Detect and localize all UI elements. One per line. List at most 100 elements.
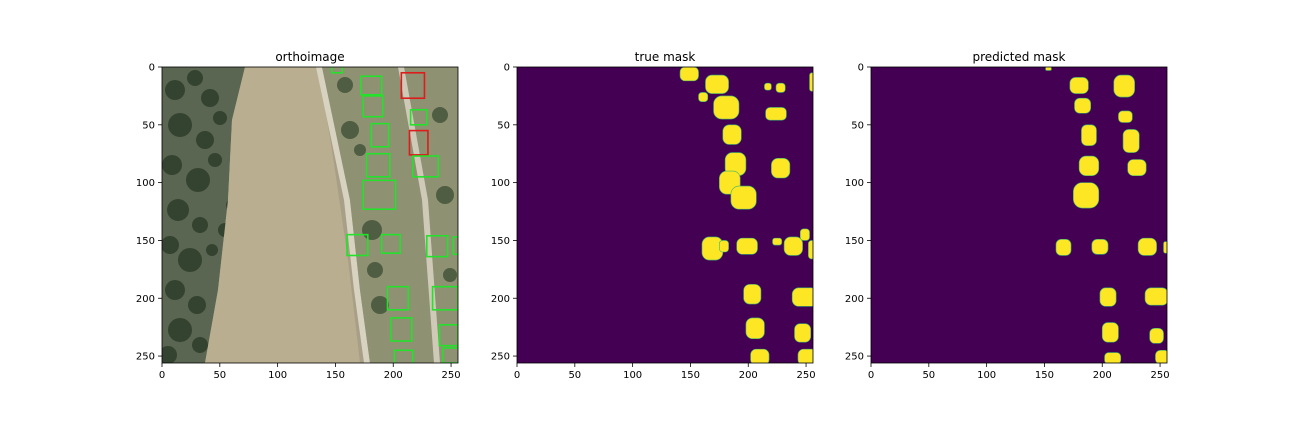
- axes-frame: [161, 66, 459, 364]
- building-box-19: [442, 347, 458, 363]
- x-tick-label: 100: [268, 370, 287, 381]
- building-box-8: [412, 155, 440, 178]
- axes-frame: [516, 66, 814, 364]
- orthoimage-title: orthoimage: [275, 50, 344, 64]
- building-box-4: [409, 108, 428, 126]
- x-tick-label: 250: [797, 370, 816, 381]
- mask-blob-8: [1127, 159, 1147, 176]
- building-box-14: [386, 285, 410, 311]
- mask-blob-4: [1118, 110, 1133, 123]
- y-tick-label: 250: [845, 352, 864, 363]
- x-tick-label: 0: [868, 370, 874, 381]
- mask-blob-12: [771, 158, 791, 179]
- x-tick-label: 150: [326, 370, 345, 381]
- axes-frame: [870, 66, 1168, 364]
- mask-blob-10: [1055, 238, 1072, 256]
- y-tick-label: 50: [497, 120, 510, 131]
- true-mask-background: [517, 67, 813, 363]
- y-tick-label: 50: [851, 120, 864, 131]
- mask-blob-11: [1091, 238, 1109, 255]
- building-box-1: [360, 75, 383, 96]
- mask-blob-16: [1101, 322, 1119, 343]
- x-tick-label: 200: [1093, 370, 1112, 381]
- orthoimage-axes: 0 50 100 150 200 250 0 50 100 150 200 250: [136, 63, 461, 382]
- mask-blob-7: [1078, 155, 1100, 176]
- y-tick-label: 100: [136, 178, 155, 189]
- mask-blob-15: [1144, 287, 1167, 306]
- building-box-10: [346, 233, 369, 257]
- y-tick-label: 100: [845, 178, 864, 189]
- mask-blob-11: [730, 185, 757, 210]
- predicted-mask-panel: predicted mask 0 50 100 150 200 250 0 50 100 150 2…: [845, 50, 1170, 381]
- false-building-box-2: [400, 71, 426, 100]
- mask-blob-21: [791, 287, 813, 307]
- mask-blob-3: [1113, 74, 1135, 98]
- y-tick-label: 0: [149, 63, 155, 74]
- x-tick-label: 150: [681, 370, 700, 381]
- y-tick-label: 50: [142, 120, 155, 131]
- mask-blob-9: [1073, 182, 1100, 209]
- building-box-13: [452, 236, 458, 256]
- mask-blob-19: [808, 240, 813, 260]
- x-tick-label: 250: [1151, 370, 1170, 381]
- mask-blob-14: [719, 240, 729, 253]
- y-tick-label: 150: [845, 236, 864, 247]
- x-tick-label: 100: [977, 370, 996, 381]
- x-tick-label: 200: [739, 370, 758, 381]
- true-mask-blobs: [679, 67, 813, 363]
- y-tick-label: 0: [504, 63, 510, 74]
- predicted-mask-title: predicted mask: [973, 50, 1066, 64]
- predicted-mask-axes: 0 50 100 150 200 250 0 50 100 150 200 250: [845, 63, 1170, 382]
- x-tick-label: 250: [442, 370, 461, 381]
- x-tick-label: 0: [159, 370, 165, 381]
- mask-blob-7: [765, 107, 787, 121]
- mask-blob-0: [679, 67, 699, 82]
- building-box-0: [331, 67, 344, 74]
- y-tick-label: 200: [491, 294, 510, 305]
- building-box-3: [362, 95, 384, 118]
- mask-blob-12: [1137, 237, 1157, 256]
- mask-blob-0: [1045, 67, 1052, 71]
- mask-blob-6: [1122, 129, 1140, 153]
- mask-blob-5: [1081, 124, 1097, 146]
- x-tick-label: 200: [384, 370, 403, 381]
- mask-blob-17: [783, 236, 803, 256]
- y-tick-label: 150: [136, 236, 155, 247]
- mask-blob-14: [1099, 287, 1117, 307]
- building-box-17: [438, 324, 458, 347]
- true-mask-panel: true mask 0 50 100 150 200 250 0 50 100 150 200 250: [491, 50, 816, 382]
- building-boxes: [331, 67, 458, 363]
- false-building-box-6: [408, 129, 429, 156]
- x-tick-label: 0: [514, 370, 520, 381]
- mask-blob-2: [698, 92, 709, 102]
- mask-blob-13: [1163, 241, 1167, 254]
- mask-blob-2: [1074, 97, 1091, 114]
- mask-blob-22: [745, 317, 765, 340]
- mask-blob-20: [743, 284, 762, 305]
- building-box-18: [393, 349, 414, 363]
- building-box-5: [370, 122, 390, 148]
- mask-blob-19: [1155, 349, 1167, 363]
- true-mask-axes: 0 50 100 150 200 250 0 50 100 150 200 250: [491, 63, 816, 382]
- building-box-7: [365, 152, 391, 178]
- mask-blob-3: [713, 95, 740, 120]
- mask-blob-5: [775, 82, 786, 93]
- x-tick-label: 50: [922, 370, 935, 381]
- mask-blob-1: [705, 74, 729, 94]
- mask-blob-17: [1149, 328, 1164, 344]
- mask-blob-18: [799, 228, 810, 241]
- mask-blob-6: [809, 72, 813, 92]
- building-box-9: [362, 179, 397, 211]
- mask-blob-1: [1069, 77, 1089, 94]
- y-tick-label: 250: [136, 352, 155, 363]
- building-box-11: [380, 233, 401, 254]
- mask-blob-24: [750, 348, 770, 363]
- x-tick-label: 150: [1035, 370, 1054, 381]
- true-mask-title: true mask: [635, 50, 696, 64]
- x-tick-label: 50: [568, 370, 581, 381]
- mask-blob-18: [1104, 352, 1122, 363]
- building-box-16: [390, 317, 413, 342]
- mask-blob-4: [764, 82, 772, 91]
- y-tick-label: 100: [491, 178, 510, 189]
